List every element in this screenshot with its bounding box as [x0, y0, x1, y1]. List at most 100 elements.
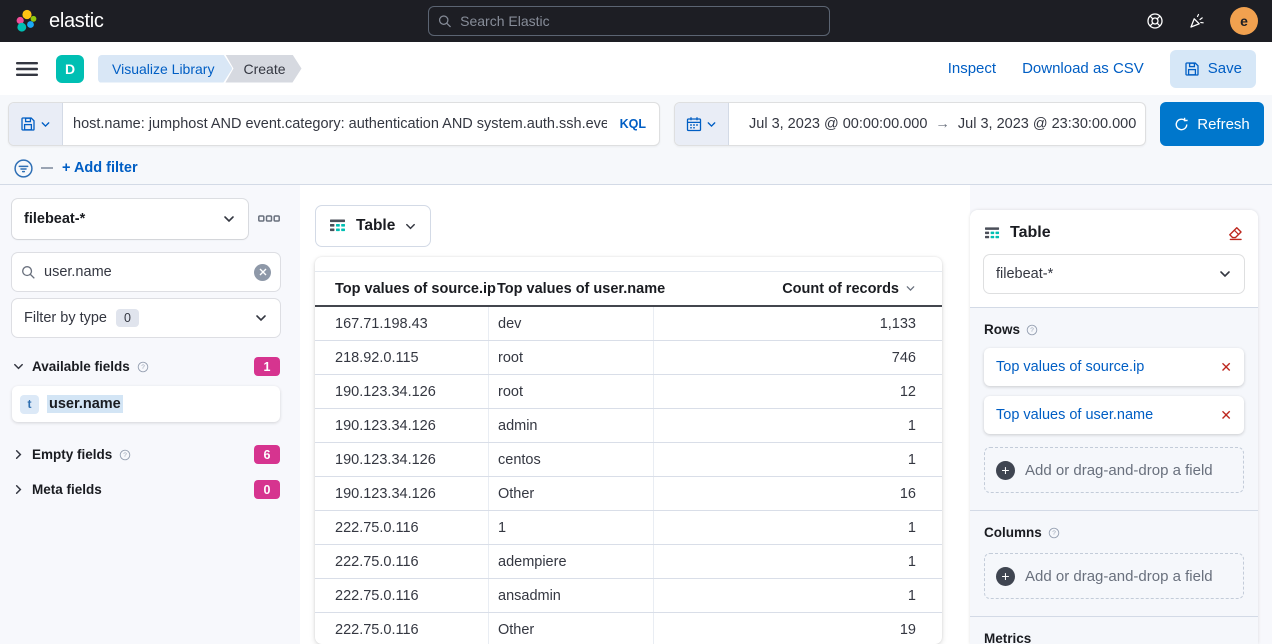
cell-source-ip[interactable]: 218.92.0.115	[335, 349, 419, 366]
cell-source-ip[interactable]: 222.75.0.116	[335, 621, 419, 638]
cell-source-ip[interactable]: 190.123.34.126	[335, 451, 436, 468]
menu-icon[interactable]	[16, 61, 38, 77]
cell-user-name[interactable]: Other	[488, 613, 653, 644]
help-circle-icon: ?	[137, 361, 149, 372]
column-header-source-ip[interactable]: Top values of source.ip	[315, 281, 496, 297]
global-search-input[interactable]	[460, 13, 820, 29]
cell-user-name[interactable]: Other	[488, 477, 653, 510]
top-navigation-bar: elastic e	[0, 0, 1272, 42]
cell-count[interactable]: 1	[653, 579, 942, 612]
clear-layer-icon[interactable]	[1227, 225, 1244, 242]
column-header-user-name[interactable]: Top values of user.name	[488, 281, 665, 297]
cell-user-name[interactable]: root	[488, 375, 653, 408]
cell-source-ip[interactable]: 222.75.0.116	[335, 587, 419, 604]
cell-user-name[interactable]: centos	[488, 443, 653, 476]
remove-dimension-icon[interactable]: ✕	[1220, 358, 1232, 375]
refresh-button[interactable]: Refresh	[1160, 102, 1264, 146]
columns-add-field-dropzone[interactable]: + Add or drag-and-drop a field	[984, 553, 1244, 599]
news-icon[interactable]	[1188, 12, 1206, 30]
chevron-down-icon	[406, 223, 416, 229]
rows-add-field-dropzone[interactable]: + Add or drag-and-drop a field	[984, 447, 1244, 493]
cell-user-name[interactable]: adempiere	[488, 545, 653, 578]
cell-source-ip[interactable]: 167.71.198.43	[335, 315, 428, 332]
query-bar: host.name: jumphost AND event.category: …	[8, 102, 660, 146]
remove-dimension-icon[interactable]: ✕	[1220, 406, 1232, 423]
layer-index-pattern-select[interactable]: filebeat-*	[984, 255, 1244, 293]
date-to[interactable]: Jul 3, 2023 @ 23:30:00.000	[957, 116, 1137, 132]
column-header-count[interactable]: Count of records	[653, 281, 942, 297]
chart-type-select[interactable]: Table	[315, 205, 432, 247]
clear-search-icon[interactable]	[254, 263, 271, 281]
index-pattern-select[interactable]: filebeat-*	[12, 199, 248, 239]
download-csv-button[interactable]: Download as CSV	[1022, 60, 1144, 77]
field-search[interactable]	[12, 253, 280, 291]
cell-count[interactable]: 1	[653, 511, 942, 544]
visualization-workspace: Table Top values of source.ip Top values…	[300, 185, 970, 644]
user-avatar[interactable]: e	[1230, 7, 1258, 35]
cell-source-ip[interactable]: 222.75.0.116	[335, 553, 419, 570]
cell-source-ip[interactable]: 190.123.34.126	[335, 417, 436, 434]
cell-count[interactable]: 1,133	[653, 307, 942, 340]
field-search-input[interactable]	[44, 264, 246, 280]
table-row: 222.75.0.116 Other 19	[315, 613, 942, 644]
global-search[interactable]	[428, 6, 830, 36]
field-sidebar: filebeat-*	[0, 185, 300, 644]
breadcrumb: Visualize Library Create	[98, 55, 302, 83]
table-row: 222.75.0.116 1 1	[315, 511, 942, 545]
cell-user-name[interactable]: 1	[488, 511, 653, 544]
cell-source-ip[interactable]: 222.75.0.116	[335, 519, 419, 536]
breadcrumb-visualize-library[interactable]: Visualize Library	[98, 55, 232, 83]
cell-count[interactable]: 1	[653, 409, 942, 442]
cell-count[interactable]: 1	[653, 443, 942, 476]
cell-user-name[interactable]: ansadmin	[488, 579, 653, 612]
config-panel-wrapper: Table filebeat-*	[970, 185, 1272, 644]
data-table: Top values of source.ip Top values of us…	[315, 257, 942, 644]
index-options-icon[interactable]	[258, 215, 280, 223]
rows-section-label: Rows	[984, 322, 1021, 337]
table-header-row: Top values of source.ip Top values of us…	[315, 271, 942, 307]
dimension-top-values-source-ip[interactable]: Top values of source.ip ✕	[984, 348, 1244, 386]
date-picker-menu-button[interactable]	[675, 103, 729, 145]
saved-query-menu-button[interactable]	[9, 103, 63, 145]
cell-count[interactable]: 1	[653, 545, 942, 578]
empty-fields-accordion[interactable]: Empty fields ? 6	[12, 445, 280, 464]
date-from[interactable]: Jul 3, 2023 @ 00:00:00.000	[749, 116, 928, 132]
filter-by-type-select[interactable]: Filter by type 0	[12, 299, 280, 337]
table-row: 167.71.198.43 dev 1,133	[315, 307, 942, 341]
add-filter-button[interactable]: + Add filter	[62, 160, 138, 176]
dimension-top-values-user-name[interactable]: Top values of user.name ✕	[984, 396, 1244, 434]
inspect-button[interactable]: Inspect	[947, 60, 997, 77]
cell-source-ip[interactable]: 190.123.34.126	[335, 485, 436, 502]
filter-menu-icon[interactable]	[13, 158, 34, 179]
panel-title: Table	[1010, 224, 1051, 241]
cell-count[interactable]: 746	[653, 341, 942, 374]
chevron-down-icon	[14, 363, 23, 370]
save-button-label: Save	[1207, 60, 1242, 77]
cell-count[interactable]: 12	[653, 375, 942, 408]
cell-user-name[interactable]: root	[488, 341, 653, 374]
help-circle-icon: ?	[120, 449, 131, 460]
space-badge[interactable]: D	[56, 54, 84, 83]
help-icon[interactable]	[1146, 12, 1164, 30]
empty-fields-label: Empty fields	[32, 447, 113, 462]
cell-count[interactable]: 19	[653, 613, 942, 644]
meta-fields-accordion[interactable]: Meta fields 0	[12, 480, 280, 499]
cell-user-name[interactable]: dev	[488, 307, 653, 340]
breadcrumb-create: Create	[225, 55, 301, 83]
query-language-button[interactable]: KQL	[619, 117, 646, 131]
plus-icon: +	[996, 460, 1015, 480]
chevron-right-icon	[15, 450, 22, 459]
index-pattern-value: filebeat-*	[24, 211, 86, 227]
available-fields-label: Available fields	[32, 359, 130, 374]
cell-user-name[interactable]: admin	[488, 409, 653, 442]
table-row: 190.123.34.126 root 12	[315, 375, 942, 409]
available-fields-accordion[interactable]: Available fields ? 1	[12, 357, 280, 376]
help-circle-icon: ?	[1048, 527, 1060, 538]
filter-by-type-label: Filter by type	[24, 310, 107, 326]
save-button[interactable]: Save	[1169, 49, 1256, 88]
kql-query-input[interactable]: host.name: jumphost AND event.category: …	[73, 116, 607, 132]
cell-count[interactable]: 16	[653, 477, 942, 510]
elastic-logo[interactable]: elastic	[14, 8, 104, 34]
cell-source-ip[interactable]: 190.123.34.126	[335, 383, 436, 400]
field-item-user-name[interactable]: t user.name	[12, 386, 280, 422]
